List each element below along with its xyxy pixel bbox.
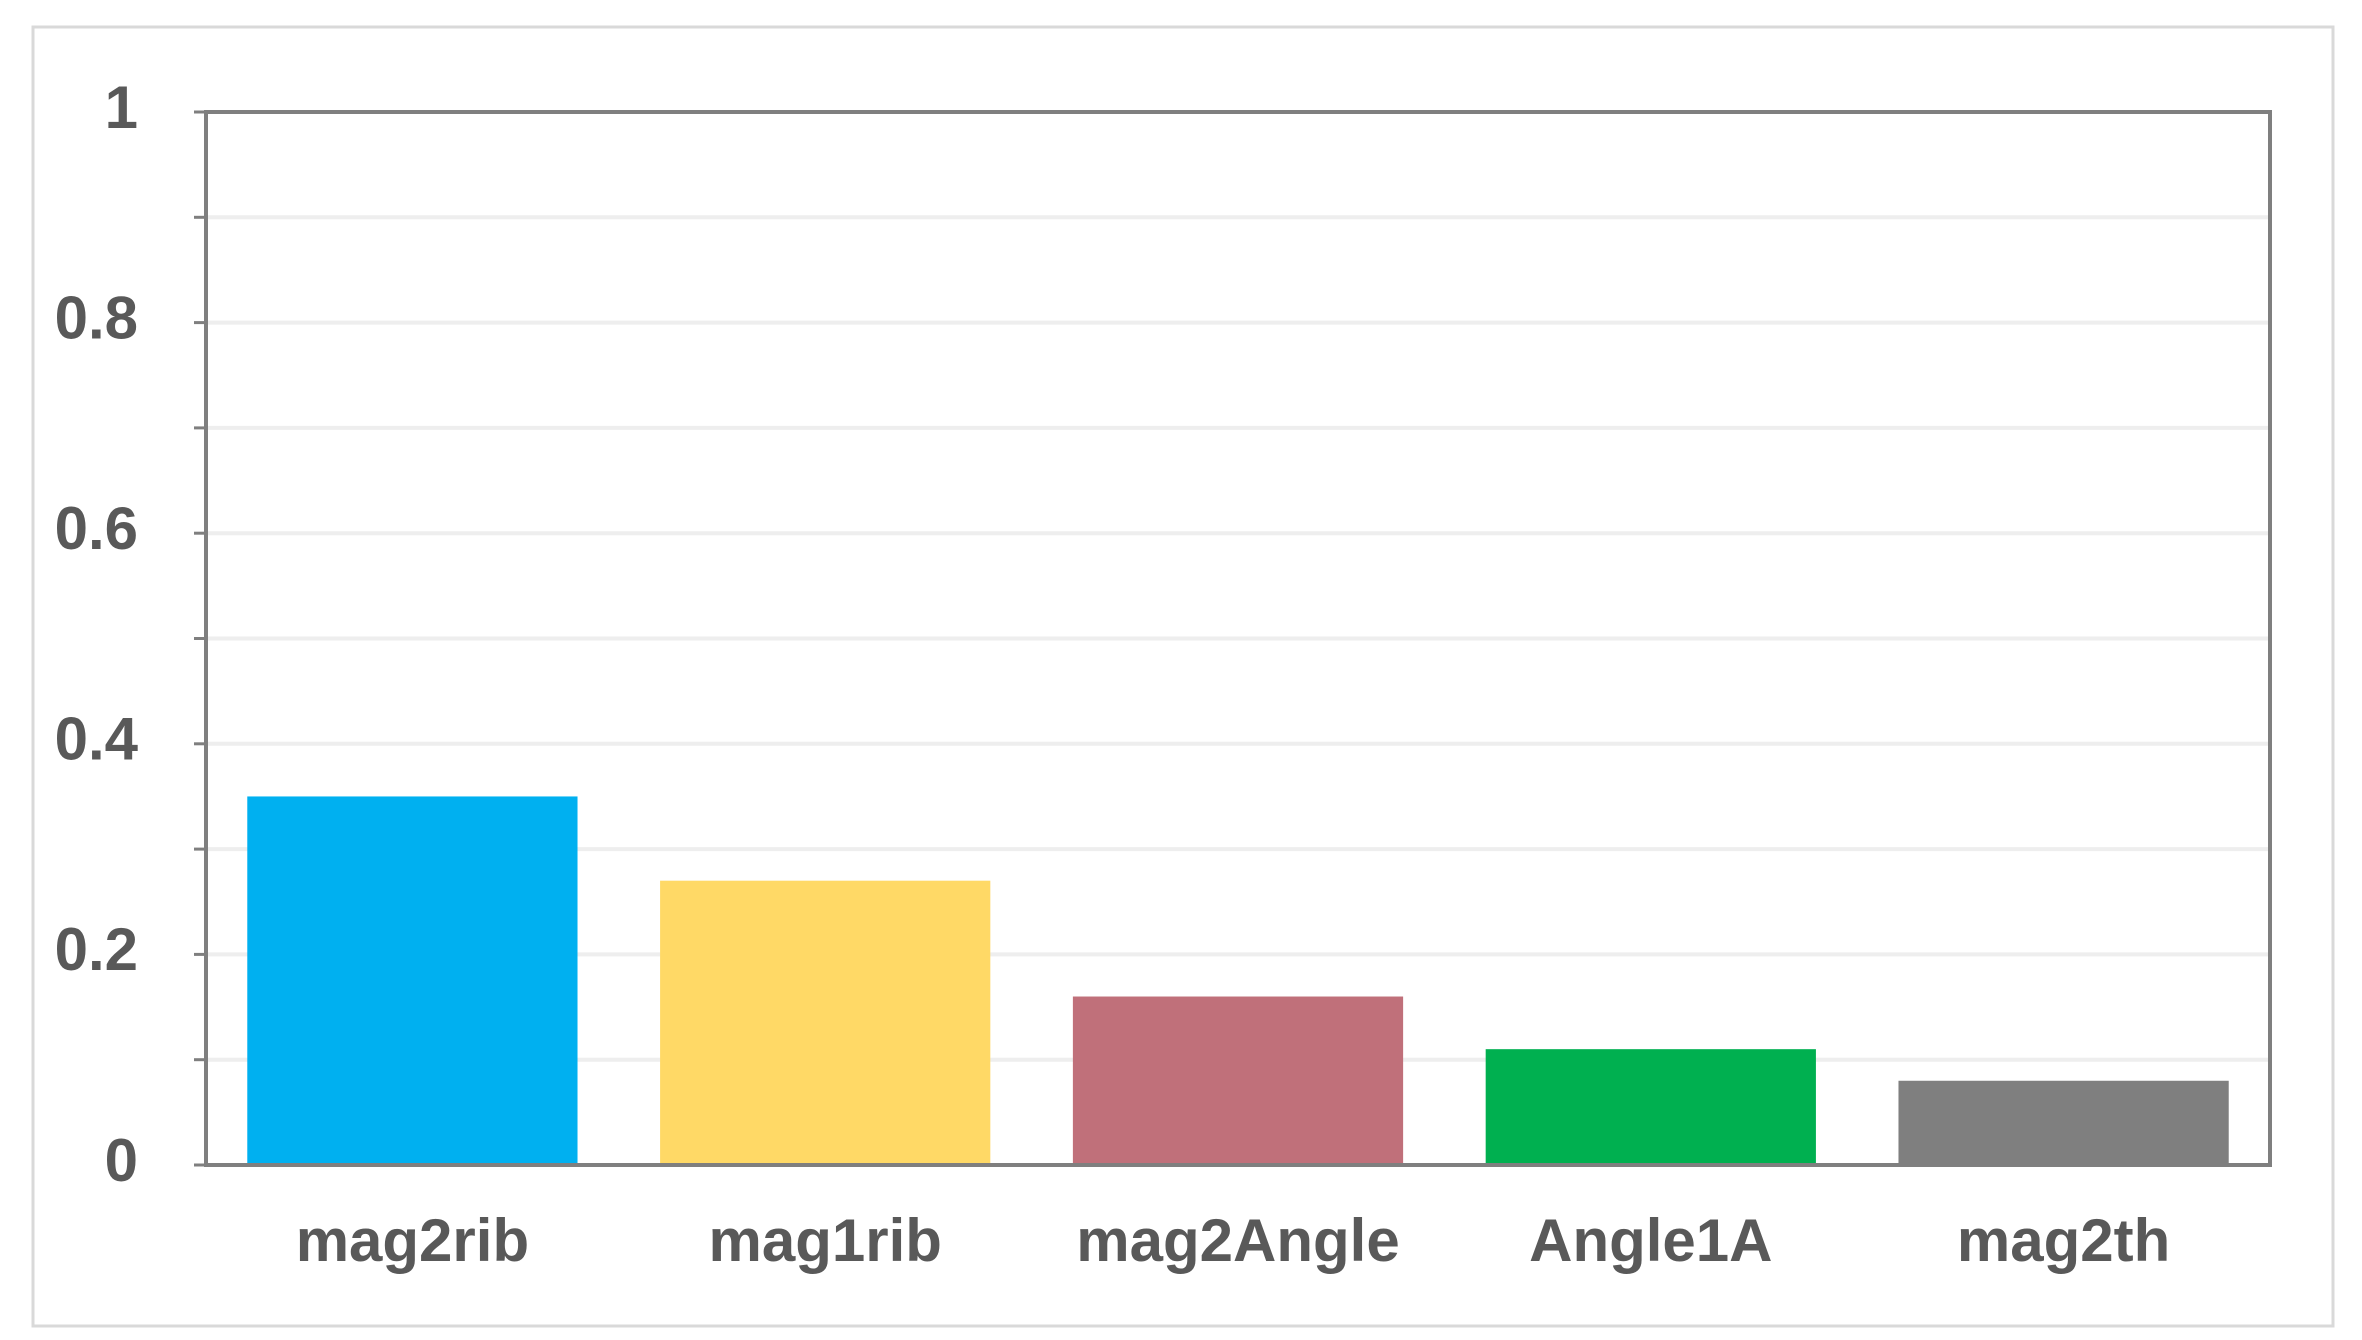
y-tick-label: 0.4 bbox=[55, 706, 139, 773]
x-tick-label: mag1rib bbox=[708, 1207, 941, 1274]
x-tick-label: mag2Angle bbox=[1076, 1207, 1399, 1274]
y-tick-label: 0.2 bbox=[55, 916, 138, 983]
x-tick-label: Angle1A bbox=[1529, 1207, 1772, 1274]
bar bbox=[1072, 996, 1404, 1165]
y-tick-label: 1 bbox=[105, 74, 138, 141]
y-tick-label: 0.8 bbox=[55, 284, 138, 351]
bar bbox=[1898, 1080, 2229, 1165]
y-tick-label: 0.6 bbox=[55, 495, 138, 562]
bar bbox=[1485, 1049, 1816, 1165]
y-tick-label: 0 bbox=[105, 1127, 138, 1194]
x-tick-label: mag2rib bbox=[296, 1207, 529, 1274]
bar bbox=[660, 880, 991, 1165]
bar bbox=[247, 796, 578, 1165]
x-tick-label: mag2th bbox=[1957, 1207, 2170, 1274]
